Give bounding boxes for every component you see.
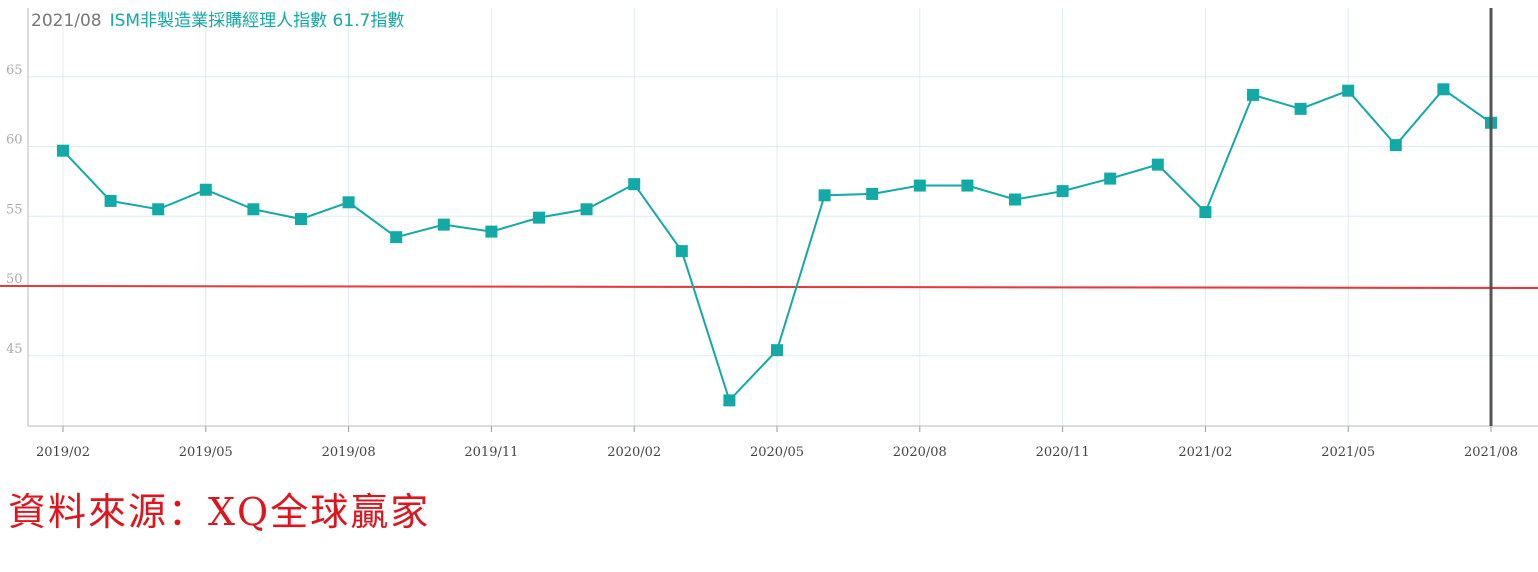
data-point xyxy=(1247,88,1259,101)
data-point xyxy=(961,179,974,192)
data-point xyxy=(580,203,593,216)
data-point xyxy=(57,144,69,157)
x-tick-label: 2020/05 xyxy=(750,445,804,460)
data-point xyxy=(247,203,260,216)
data-point xyxy=(771,344,783,357)
y-tick-label: 55 xyxy=(6,202,23,217)
data-point xyxy=(1389,139,1402,152)
data-point xyxy=(199,183,212,196)
legend-series-label: ISM非製造業採購經理人指數 61.7指數 xyxy=(109,11,405,31)
data-point xyxy=(533,211,545,224)
data-point xyxy=(1199,206,1212,219)
data-point xyxy=(1151,158,1164,171)
x-tick-label: 2020/08 xyxy=(893,445,947,460)
x-tick-label: 2019/05 xyxy=(179,445,233,460)
data-point xyxy=(104,194,117,207)
x-tick-label: 2019/02 xyxy=(36,445,90,460)
data-point xyxy=(390,231,403,244)
data-point xyxy=(1342,84,1355,97)
series-layer xyxy=(57,83,1497,407)
x-tick-label: 2020/02 xyxy=(607,445,661,460)
data-point xyxy=(1056,185,1069,198)
x-tick-label: 2019/11 xyxy=(464,445,518,460)
data-point xyxy=(295,213,307,226)
grid xyxy=(28,8,1538,426)
x-tick-label: 2019/08 xyxy=(322,445,376,460)
y-tick-label: 45 xyxy=(6,342,23,357)
data-point xyxy=(675,245,688,258)
data-point xyxy=(1104,172,1117,185)
x-tick-label: 2021/08 xyxy=(1464,445,1518,460)
line-chart: 45 50 55 60 65 2019/02 2019/05 2019/08 2019/11 20… xyxy=(0,8,1538,460)
x-tick-label: 2021/02 xyxy=(1178,445,1232,460)
data-source-caption: 資料來源：XQ全球贏家 xyxy=(8,490,431,534)
data-point xyxy=(866,187,879,200)
data-point xyxy=(818,189,831,202)
legend: 2021/08 ISM非製造業採購經理人指數 61.7指數 xyxy=(31,10,404,32)
reference-line-layer xyxy=(0,285,1538,289)
x-tick-label: 2020/11 xyxy=(1036,445,1090,460)
reference-line-50 xyxy=(0,285,1538,289)
data-point xyxy=(342,196,355,209)
y-tick-label: 65 xyxy=(6,63,23,78)
data-point xyxy=(1294,102,1307,115)
data-point xyxy=(152,203,165,216)
y-tick-label: 60 xyxy=(6,133,23,148)
data-point xyxy=(628,178,641,191)
x-tick-label: 2021/05 xyxy=(1321,445,1375,460)
data-point xyxy=(723,394,736,407)
axes: 45 50 55 60 65 2019/02 2019/05 2019/08 2019/11 20… xyxy=(6,8,1538,460)
y-tick-label: 50 xyxy=(6,272,23,287)
data-point xyxy=(1009,193,1021,206)
data-point xyxy=(485,225,498,238)
data-point xyxy=(437,218,450,231)
data-point xyxy=(913,179,926,192)
data-point xyxy=(1437,83,1450,96)
legend-date: 2021/08 xyxy=(31,11,102,31)
